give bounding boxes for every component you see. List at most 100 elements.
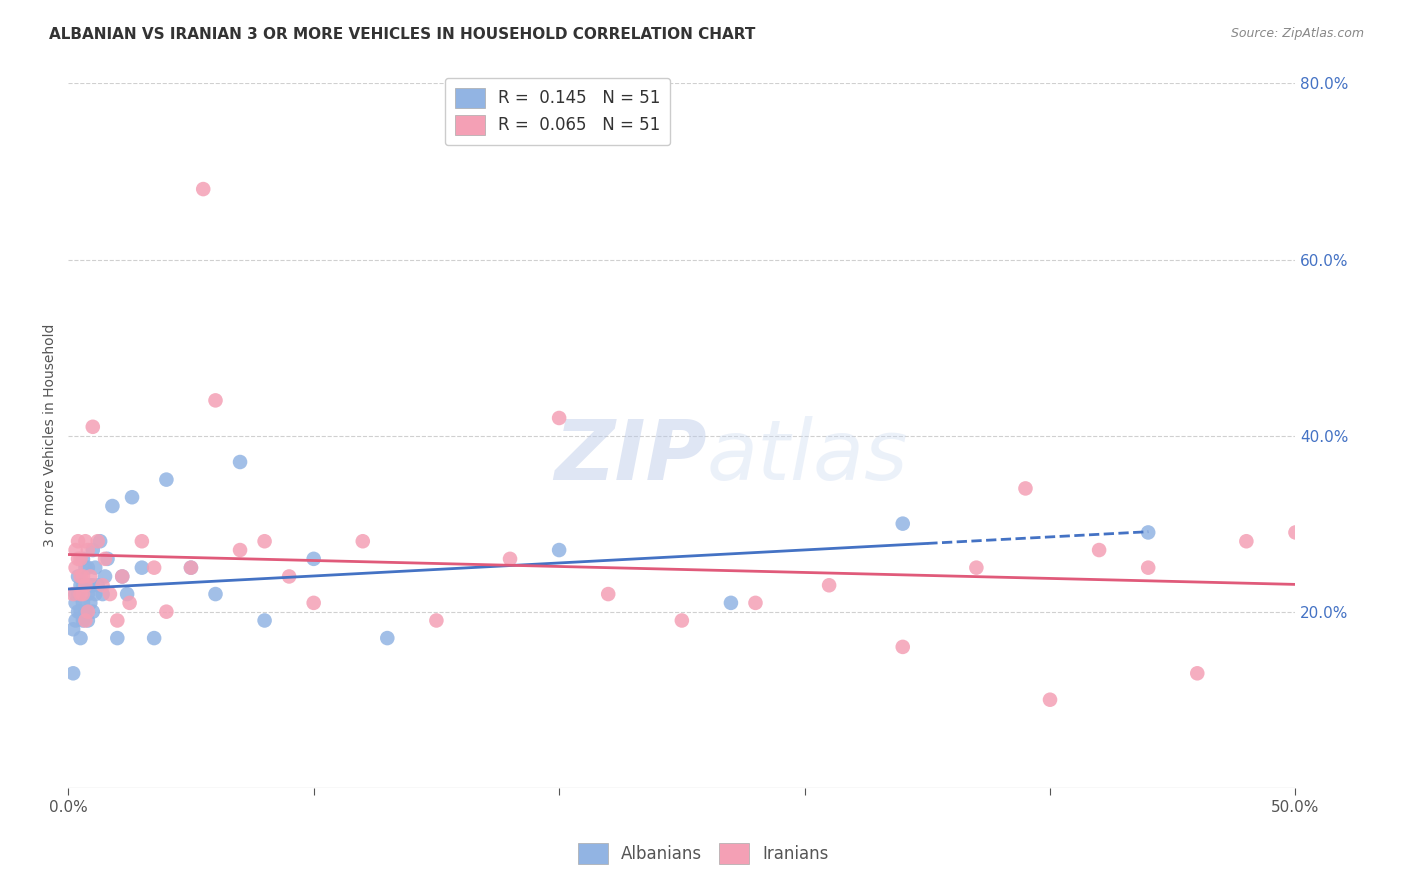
- Point: [111, 569, 134, 583]
- Point: [818, 578, 841, 592]
- Point: [82, 543, 104, 558]
- Point: [94, 569, 117, 583]
- Point: [155, 605, 177, 619]
- Point: [91, 578, 114, 592]
- Point: [96, 552, 118, 566]
- Point: [155, 473, 177, 487]
- Point: [72, 578, 94, 592]
- Point: [65, 587, 87, 601]
- Point: [75, 560, 97, 574]
- Point: [69, 605, 91, 619]
- Point: [115, 587, 138, 601]
- Point: [118, 596, 141, 610]
- Point: [82, 419, 104, 434]
- Point: [548, 543, 571, 558]
- Point: [62, 666, 84, 681]
- Point: [75, 578, 97, 592]
- Point: [229, 455, 252, 469]
- Point: [62, 622, 84, 636]
- Point: [84, 560, 107, 574]
- Text: ZIP: ZIP: [554, 417, 706, 497]
- Point: [91, 587, 114, 601]
- Point: [180, 560, 202, 574]
- Point: [598, 587, 620, 601]
- Point: [105, 614, 128, 628]
- Point: [375, 631, 398, 645]
- Point: [65, 560, 87, 574]
- Point: [75, 605, 97, 619]
- Point: [67, 569, 90, 583]
- Point: [72, 569, 94, 583]
- Point: [143, 560, 166, 574]
- Point: [352, 534, 374, 549]
- Point: [193, 182, 215, 196]
- Point: [1137, 560, 1160, 574]
- Legend: Albanians, Iranians: Albanians, Iranians: [571, 837, 835, 871]
- Point: [82, 578, 104, 592]
- Point: [302, 552, 325, 566]
- Point: [76, 560, 98, 574]
- Point: [72, 596, 94, 610]
- Point: [79, 578, 101, 592]
- Point: [1039, 692, 1062, 706]
- Point: [671, 614, 693, 628]
- Point: [131, 560, 153, 574]
- Point: [79, 596, 101, 610]
- Point: [67, 552, 90, 566]
- Point: [84, 587, 107, 601]
- Point: [204, 393, 226, 408]
- Point: [72, 587, 94, 601]
- Point: [105, 631, 128, 645]
- Point: [720, 596, 742, 610]
- Point: [69, 587, 91, 601]
- Point: [76, 614, 98, 628]
- Point: [76, 605, 98, 619]
- Point: [891, 516, 914, 531]
- Point: [499, 552, 522, 566]
- Point: [1187, 666, 1209, 681]
- Point: [76, 543, 98, 558]
- Point: [82, 605, 104, 619]
- Point: [1284, 525, 1306, 540]
- Point: [1014, 482, 1036, 496]
- Point: [69, 578, 91, 592]
- Point: [69, 569, 91, 583]
- Point: [79, 569, 101, 583]
- Point: [89, 534, 111, 549]
- Point: [744, 596, 766, 610]
- Legend: R =  0.145   N = 51, R =  0.065   N = 51: R = 0.145 N = 51, R = 0.065 N = 51: [444, 78, 671, 145]
- Point: [1088, 543, 1111, 558]
- Text: atlas: atlas: [706, 417, 908, 497]
- Point: [75, 534, 97, 549]
- Text: ALBANIAN VS IRANIAN 3 OR MORE VEHICLES IN HOUSEHOLD CORRELATION CHART: ALBANIAN VS IRANIAN 3 OR MORE VEHICLES I…: [49, 27, 755, 42]
- Point: [72, 614, 94, 628]
- Point: [204, 587, 226, 601]
- Point: [1137, 525, 1160, 540]
- Text: Source: ZipAtlas.com: Source: ZipAtlas.com: [1230, 27, 1364, 40]
- Point: [69, 552, 91, 566]
- Point: [253, 534, 276, 549]
- Point: [76, 587, 98, 601]
- Point: [1234, 534, 1257, 549]
- Point: [253, 614, 276, 628]
- Point: [65, 596, 87, 610]
- Point: [548, 411, 571, 425]
- Y-axis label: 3 or more Vehicles in Household: 3 or more Vehicles in Household: [44, 324, 58, 548]
- Point: [65, 543, 87, 558]
- Point: [67, 605, 90, 619]
- Point: [131, 534, 153, 549]
- Point: [75, 578, 97, 592]
- Point: [111, 569, 134, 583]
- Point: [891, 640, 914, 654]
- Point: [965, 560, 987, 574]
- Point: [65, 614, 87, 628]
- Point: [62, 587, 84, 601]
- Point: [86, 534, 108, 549]
- Point: [278, 569, 301, 583]
- Point: [302, 596, 325, 610]
- Point: [75, 614, 97, 628]
- Point: [98, 587, 121, 601]
- Point: [67, 534, 90, 549]
- Point: [72, 552, 94, 566]
- Point: [180, 560, 202, 574]
